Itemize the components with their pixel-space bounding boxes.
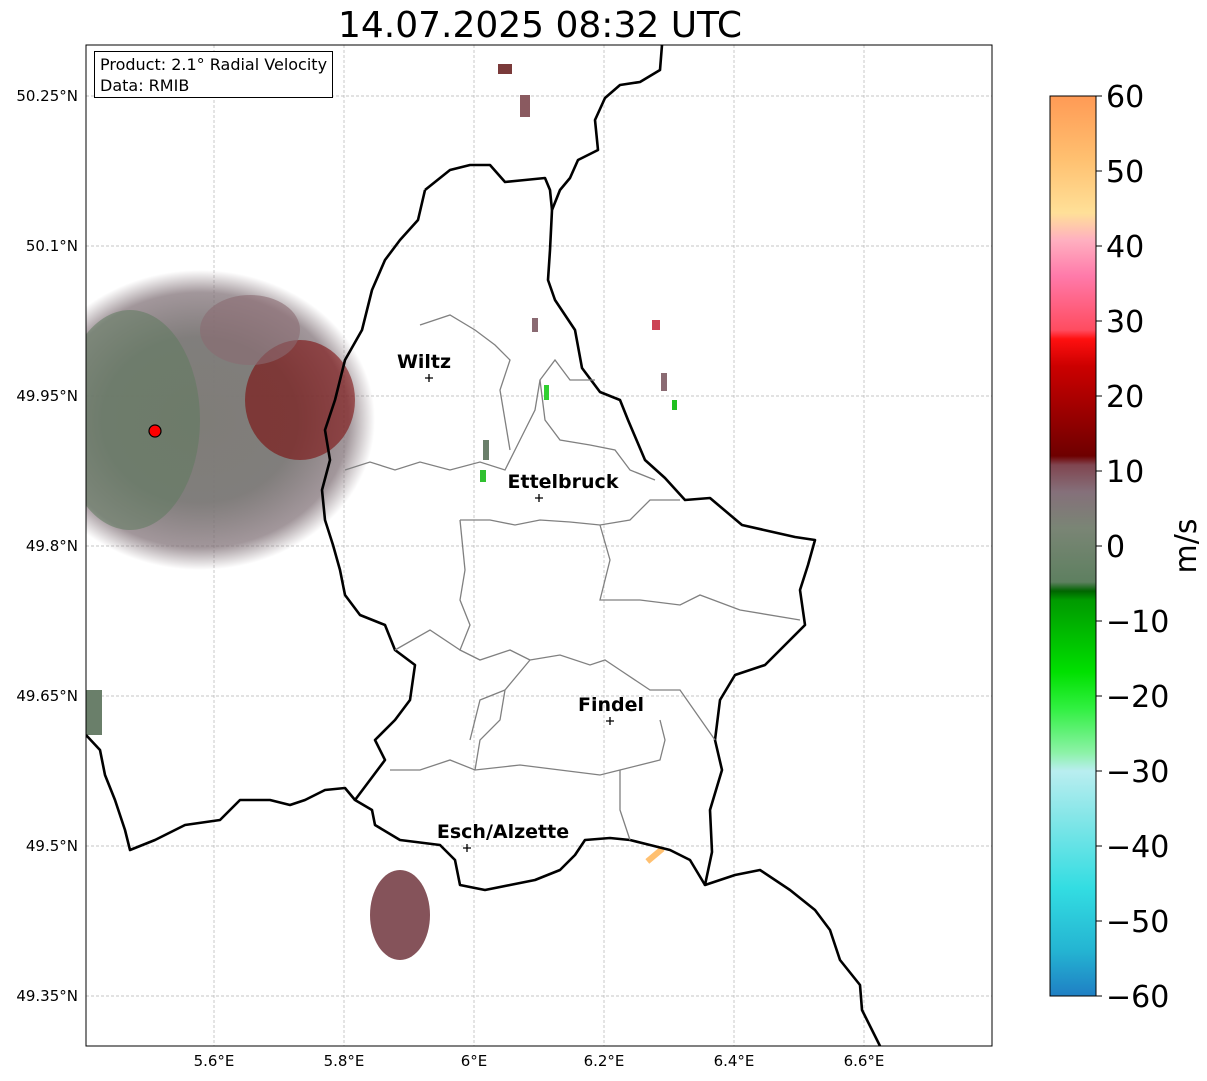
product-info-box: Product: 2.1° Radial Velocity Data: RMIB [94,51,334,98]
radar-site-marker [148,424,162,438]
colorbar-unit-label: m/s [1169,519,1204,574]
city-labels: Wiltz Ettelbruck Findel Esch/Alzette [397,351,644,843]
radar-echo [86,64,677,960]
national-border [546,45,882,1046]
canton-boundaries [344,314,801,841]
city-markers [425,374,614,852]
belgium-france-border [86,734,356,852]
x-axis-ticks: 5.6°E 5.8°E 6°E 6.2°E 6.4°E 6.6°E [194,1052,885,1070]
colorbar-tick-label: −40 [1106,830,1169,865]
esch-marker [463,844,471,852]
map-title: 14.07.2025 08:32 UTC [337,5,743,46]
y-tick-label: 49.65°N [16,687,78,705]
luxembourg-border [320,163,707,892]
colorbar-tick-label: 20 [1106,380,1144,415]
y-tick-label: 49.8°N [26,537,78,555]
data-source-label: Data: RMIB [100,76,190,95]
city-label-esch: Esch/Alzette [437,821,569,843]
y-axis-ticks: 50.25°N 50.1°N 49.95°N 49.8°N 49.65°N 49… [16,87,78,1005]
x-tick-label: 6.2°E [584,1052,625,1070]
colorbar-tick-label: 40 [1106,230,1144,265]
x-tick-label: 6.6°E [844,1052,885,1070]
colorbar-tick-label: 30 [1106,305,1144,340]
colorbar: 60 50 40 30 20 10 0 −10 −20 −30 −40 −50 … [1049,80,1204,1015]
wiltz-marker [425,374,433,382]
x-tick-label: 6.4°E [714,1052,755,1070]
y-tick-label: 50.25°N [16,87,78,105]
map-frame [85,44,993,1047]
colorbar-tick-label: 50 [1106,155,1144,190]
y-tick-label: 50.1°N [26,237,78,255]
city-label-findel: Findel [578,694,644,716]
city-label-ettelbruck: Ettelbruck [508,471,619,493]
colorbar-gradient [1049,95,1097,997]
colorbar-tick-label: −60 [1106,980,1169,1015]
product-label: Product: 2.1° Radial Velocity [100,55,328,74]
findel-marker [606,717,614,725]
city-label-wiltz: Wiltz [397,351,451,373]
colorbar-tick-label: −10 [1106,605,1169,640]
x-tick-label: 6°E [461,1052,488,1070]
x-tick-label: 5.6°E [194,1052,235,1070]
ettelbruck-marker [535,494,543,502]
x-tick-label: 5.8°E [324,1052,365,1070]
y-tick-label: 49.35°N [16,987,78,1005]
colorbar-tick-label: 10 [1106,455,1144,490]
colorbar-tick-label: −30 [1106,755,1169,790]
colorbar-tick-label: 60 [1106,80,1144,115]
colorbar-tick-label: −50 [1106,905,1169,940]
y-tick-label: 49.5°N [26,837,78,855]
colorbar-tick-label: −20 [1106,680,1169,715]
y-tick-label: 49.95°N [16,387,78,405]
colorbar-tick-label: 0 [1106,530,1125,565]
